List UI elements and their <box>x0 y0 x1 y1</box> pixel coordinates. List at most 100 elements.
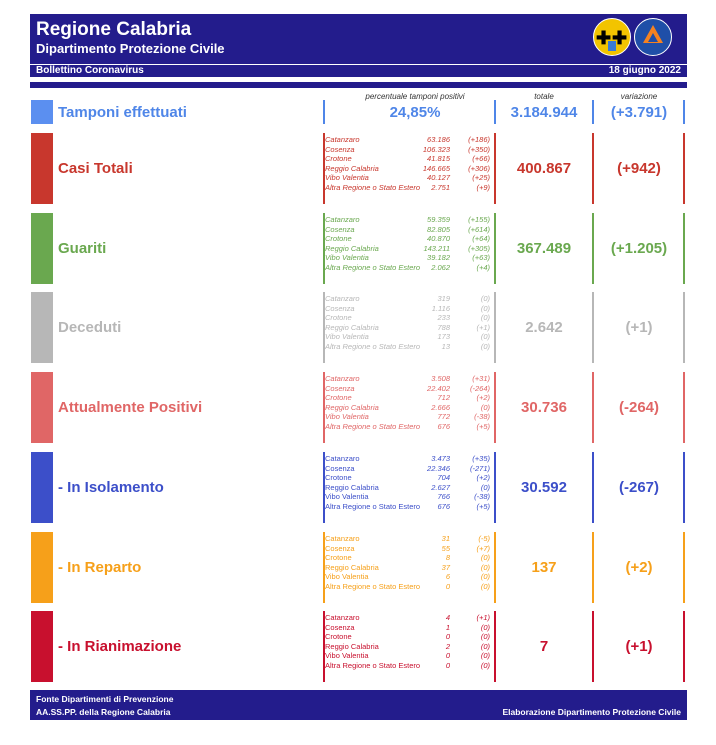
province-name: Catanzaro <box>325 534 360 543</box>
province-value: 712 <box>437 393 450 402</box>
separator-line <box>323 452 325 523</box>
province-delta: (0) <box>480 562 490 572</box>
separator-line <box>494 611 496 682</box>
province-value: 2 <box>445 641 450 651</box>
province-delta: (-38) <box>474 492 490 501</box>
province-row: Catanzaro 4 (+1) <box>325 613 495 623</box>
province-row: Altra Regione o Stato Estero 2.751 (+9) <box>325 183 495 193</box>
province-value: 676 <box>437 501 450 511</box>
province-value: 1 <box>445 622 450 632</box>
province-value: 2.062 <box>431 262 450 272</box>
casi-totali-color-bar <box>31 133 53 204</box>
province-name: Cosenza <box>325 144 355 154</box>
province-name: Catanzaro <box>325 374 360 383</box>
separator-line <box>494 292 496 363</box>
province-delta: (0) <box>480 294 490 303</box>
province-delta: (+63) <box>472 253 490 262</box>
in-rianimazione-label: - In Rianimazione <box>58 638 182 655</box>
separator-line <box>683 532 685 603</box>
in-reparto-color-bar <box>31 532 53 603</box>
column-header-perc: percentuale tamponi positivi <box>365 92 465 101</box>
province-value: 1.116 <box>431 303 450 313</box>
province-value: 2.666 <box>431 402 450 412</box>
province-row: Altra Regione o Stato Estero 676 (+5) <box>325 502 495 512</box>
separator-line <box>683 611 685 682</box>
province-value: 22.402 <box>427 383 450 393</box>
province-row: Cosenza 55 (+7) <box>325 544 495 554</box>
province-value: 173 <box>437 332 450 341</box>
attualmente-positivi-color-bar <box>31 372 53 443</box>
province-value: 59.359 <box>427 215 450 224</box>
in-isolamento-province-list: Catanzaro 3.473 (+35) Cosenza 22.346 (-271) Cr… <box>325 454 495 511</box>
footer-banner: Fonte Dipartimenti di Prevenzione AA.SS.… <box>30 690 687 720</box>
province-name: Vibo Valentia <box>325 572 369 581</box>
province-row: Altra Regione o Stato Estero 2.062 (+4) <box>325 263 495 273</box>
casi-totali-label: Casi Totali <box>58 160 133 177</box>
province-name: Crotone <box>325 473 352 482</box>
separator-line <box>494 133 496 204</box>
province-name: Catanzaro <box>325 454 360 463</box>
province-name: Cosenza <box>325 383 355 393</box>
province-value: 766 <box>437 492 450 501</box>
province-name: Crotone <box>325 393 352 402</box>
province-row: Crotone 8 (0) <box>325 553 495 563</box>
province-delta: (+305) <box>468 243 490 253</box>
province-value: 704 <box>437 473 450 482</box>
province-name: Altra Regione o Stato Estero <box>325 341 421 351</box>
in-reparto-province-list: Catanzaro 31 (-5) Cosenza 55 (+7) Crotone 8 (0) R… <box>325 534 495 591</box>
province-delta: (+2) <box>476 473 490 482</box>
province-name: Reggio Calabria <box>325 402 379 412</box>
casi-totali-total: 400.867 <box>516 160 572 177</box>
province-delta: (+4) <box>476 262 490 272</box>
province-value: 143.211 <box>423 243 450 253</box>
province-name: Cosenza <box>325 224 355 234</box>
province-row: Reggio Calabria 143.211 (+305) <box>325 244 495 254</box>
divider-bar <box>30 82 687 88</box>
province-value: 106.323 <box>422 144 450 154</box>
province-delta: (+5) <box>476 501 490 511</box>
province-row: Reggio Calabria 37 (0) <box>325 563 495 573</box>
bulletin-date: 18 giugno 2022 <box>608 65 681 76</box>
province-name: Vibo Valentia <box>325 651 369 660</box>
in-reparto-label: - In Reparto <box>58 559 142 576</box>
province-row: Crotone 704 (+2) <box>325 473 495 483</box>
attualmente-positivi-label: Attualmente Positivi <box>58 399 203 416</box>
province-row: Catanzaro 3.473 (+35) <box>325 454 495 464</box>
guariti-color-bar <box>31 213 53 284</box>
province-row: Catanzaro 319 (0) <box>325 294 495 304</box>
province-value: 0 <box>445 651 450 660</box>
province-name: Reggio Calabria <box>325 562 379 572</box>
footer-credit: Elaborazione Dipartimento Protezione Civ… <box>502 707 681 717</box>
province-row: Cosenza 1.116 (0) <box>325 304 495 314</box>
province-value: 3.508 <box>431 374 450 383</box>
separator-line <box>592 611 594 682</box>
province-name: Cosenza <box>325 303 355 313</box>
page-subtitle: Dipartimento Protezione Civile <box>36 41 225 56</box>
province-delta: (0) <box>480 402 490 412</box>
province-row: Reggio Calabria 2 (0) <box>325 642 495 652</box>
separator-line <box>323 611 325 682</box>
province-row: Crotone 233 (0) <box>325 313 495 323</box>
province-delta: (+614) <box>468 224 490 234</box>
province-value: 2.627 <box>431 482 450 492</box>
province-name: Crotone <box>325 234 352 243</box>
province-value: 0 <box>445 581 450 591</box>
province-row: Cosenza 22.402 (-264) <box>325 384 495 394</box>
separator-line <box>592 292 594 363</box>
bulletin-band: Bollettino Coronavirus 18 giugno 2022 <box>30 64 687 78</box>
province-value: 37 <box>441 562 450 572</box>
province-row: Reggio Calabria 2.666 (0) <box>325 403 495 413</box>
province-delta: (-271) <box>469 463 490 473</box>
province-value: 40.127 <box>427 173 450 182</box>
province-row: Vibo Valentia 39.182 (+63) <box>325 253 495 263</box>
province-value: 676 <box>437 421 450 431</box>
province-delta: (0) <box>480 660 490 670</box>
province-delta: (+25) <box>472 173 490 182</box>
province-value: 13 <box>441 341 450 351</box>
province-row: Reggio Calabria 2.627 (0) <box>325 483 495 493</box>
tamponi-total: 3.184.944 <box>510 104 578 121</box>
in-isolamento-variation: (-267) <box>618 479 659 496</box>
attualmente-positivi-variation: (-264) <box>618 399 659 416</box>
deceduti-color-bar <box>31 292 53 363</box>
province-name: Vibo Valentia <box>325 412 369 421</box>
